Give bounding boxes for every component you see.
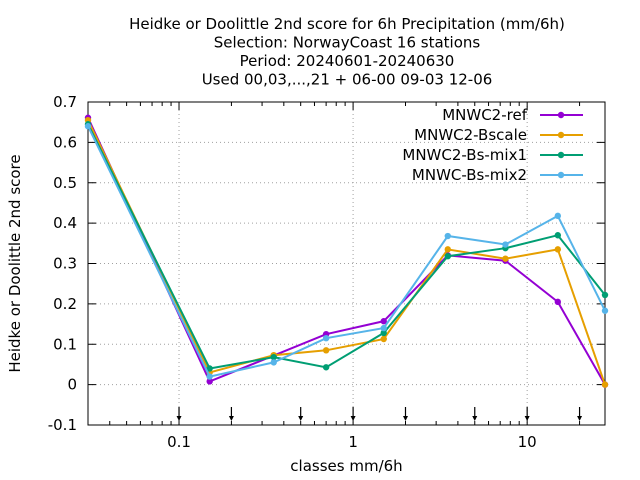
class-marker-arrowhead <box>472 416 478 421</box>
data-point <box>380 335 387 343</box>
data-point <box>444 253 451 260</box>
y-axis-label: Heidke or Doolittle 2nd score <box>6 154 24 372</box>
y-tick-label: 0.7 <box>53 93 77 111</box>
data-point <box>380 318 387 325</box>
data-point <box>502 255 509 262</box>
class-marker-arrowhead <box>228 416 234 421</box>
y-tick-label: 0.3 <box>53 255 77 273</box>
legend-label: MNWC-Bs-mix2 <box>412 166 527 184</box>
data-point <box>322 364 330 371</box>
class-markers <box>176 407 583 421</box>
series-line <box>87 119 606 385</box>
x-axis: 0.1 1 10 <box>87 102 581 451</box>
legend-marker <box>557 131 565 139</box>
data-point <box>380 329 387 337</box>
legend: MNWC2-ref MNWC2-Bscale MNWC2-Bs-mix1 MNWC-B… <box>402 106 583 184</box>
class-marker-arrowhead <box>402 416 408 421</box>
data-point <box>206 373 213 380</box>
data-point <box>206 365 213 372</box>
y-tick-label: 0.2 <box>53 295 77 313</box>
chart-title-line: Heidke or Doolittle 2nd score for 6h Pre… <box>129 15 565 33</box>
x-tick-label: 1 <box>348 433 358 451</box>
legend-marker <box>557 171 565 179</box>
data-point <box>84 123 92 130</box>
y-axis: -0.1 0 0.1 0.2 0.3 0.4 0.5 0.6 0.7 <box>48 93 605 434</box>
class-marker-arrowhead <box>577 416 583 421</box>
data-point <box>554 212 562 220</box>
y-tick-label: 0 <box>67 376 77 394</box>
x-tick-label: 10 <box>518 433 537 451</box>
grid <box>88 102 605 425</box>
class-marker-arrowhead <box>298 416 304 421</box>
data-point <box>554 232 562 239</box>
chart-title-line: Used 00,03,...,21 + 06-00 09-03 12-06 <box>202 71 493 89</box>
y-tick-label: 0.1 <box>53 335 77 353</box>
data-point <box>322 334 330 342</box>
y-tick-label: 0.6 <box>53 133 77 151</box>
legend-label: MNWC2-ref <box>442 106 527 124</box>
data-point <box>502 241 509 248</box>
data-point <box>270 353 277 361</box>
data-point <box>601 291 609 299</box>
data-point <box>601 307 609 314</box>
series <box>84 114 609 388</box>
data-point <box>380 324 387 332</box>
series-line <box>87 125 606 378</box>
class-marker-arrowhead <box>350 416 356 421</box>
data-point <box>444 232 451 240</box>
legend-label: MNWC2-Bscale <box>414 126 527 144</box>
data-point <box>206 378 213 385</box>
data-point <box>444 246 451 253</box>
chart-title-line: Selection: NorwayCoast 16 stations <box>214 34 481 52</box>
chart-title-line: Period: 20240601-20240630 <box>240 52 455 70</box>
legend-label: MNWC2-Bs-mix1 <box>402 146 527 164</box>
chart-title: Heidke or Doolittle 2nd score for 6h Pre… <box>129 15 565 89</box>
legend-marker <box>557 111 565 119</box>
data-point <box>554 246 562 253</box>
x-tick-label: 0.1 <box>167 433 191 451</box>
data-point <box>270 359 277 366</box>
y-tick-label: -0.1 <box>48 416 77 434</box>
y-tick-label: 0.5 <box>53 174 77 192</box>
data-point <box>322 347 330 354</box>
x-axis-label: classes mm/6h <box>290 457 402 475</box>
y-tick-label: 0.4 <box>53 214 77 232</box>
series-line <box>87 117 606 386</box>
class-marker-arrowhead <box>524 416 530 421</box>
legend-marker <box>557 151 565 159</box>
data-point <box>601 381 609 388</box>
data-point <box>554 298 562 306</box>
class-marker-arrowhead <box>176 416 182 421</box>
